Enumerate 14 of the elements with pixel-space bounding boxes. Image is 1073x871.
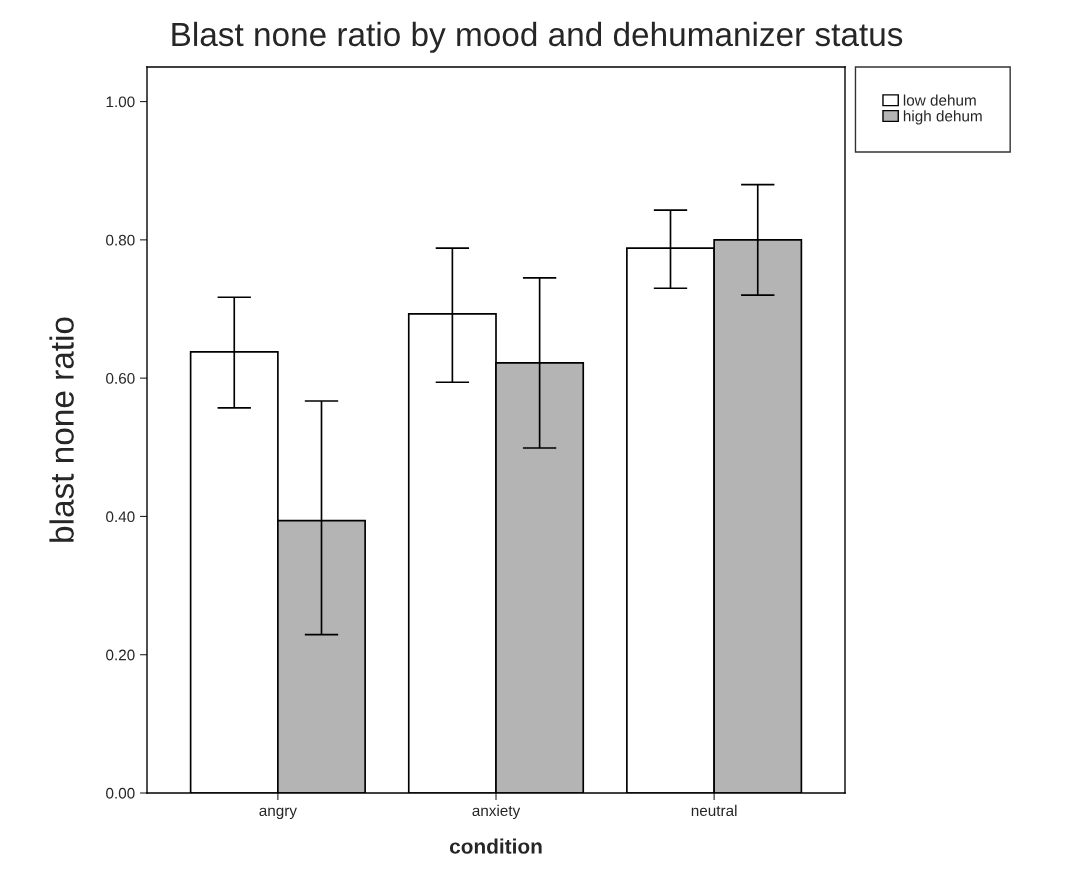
chart-title: Blast none ratio by mood and dehumanizer status xyxy=(172,21,903,53)
y-tick-label: 1.00 xyxy=(106,96,135,108)
legend-label: low dehum xyxy=(903,94,976,106)
y-tick-label: 0.60 xyxy=(106,373,135,384)
x-tick-label: angry xyxy=(259,807,297,820)
y-axis-title: blast none ratio xyxy=(49,317,74,542)
y-tick-label: 0.80 xyxy=(106,234,135,246)
y-tick-label: 0.20 xyxy=(106,649,135,661)
legend-label: high dehum xyxy=(903,110,982,125)
x-tick-label: anxiety xyxy=(472,804,521,820)
x-tick-label: neutral xyxy=(691,804,737,817)
y-tick-label: 0.40 xyxy=(106,511,135,523)
y-tick-label: 0.00 xyxy=(106,787,135,799)
x-axis-title: condition xyxy=(449,838,542,854)
